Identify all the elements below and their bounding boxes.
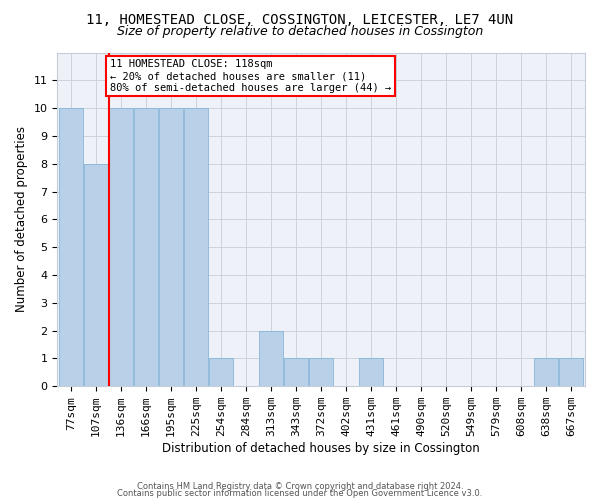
Bar <box>309 358 333 386</box>
Text: 11 HOMESTEAD CLOSE: 118sqm
← 20% of detached houses are smaller (11)
80% of semi: 11 HOMESTEAD CLOSE: 118sqm ← 20% of deta… <box>110 60 391 92</box>
Bar <box>359 358 383 386</box>
Text: Size of property relative to detached houses in Cossington: Size of property relative to detached ho… <box>117 25 483 38</box>
Y-axis label: Number of detached properties: Number of detached properties <box>15 126 28 312</box>
Bar <box>259 330 283 386</box>
Bar <box>184 108 208 386</box>
Bar <box>84 164 108 386</box>
Text: Contains HM Land Registry data © Crown copyright and database right 2024.: Contains HM Land Registry data © Crown c… <box>137 482 463 491</box>
Bar <box>209 358 233 386</box>
Bar <box>109 108 133 386</box>
Text: Contains public sector information licensed under the Open Government Licence v3: Contains public sector information licen… <box>118 489 482 498</box>
Text: 11, HOMESTEAD CLOSE, COSSINGTON, LEICESTER, LE7 4UN: 11, HOMESTEAD CLOSE, COSSINGTON, LEICEST… <box>86 12 514 26</box>
Bar <box>59 108 83 386</box>
X-axis label: Distribution of detached houses by size in Cossington: Distribution of detached houses by size … <box>162 442 480 455</box>
Bar <box>159 108 183 386</box>
Bar <box>535 358 558 386</box>
Bar <box>134 108 158 386</box>
Bar <box>284 358 308 386</box>
Bar <box>559 358 583 386</box>
